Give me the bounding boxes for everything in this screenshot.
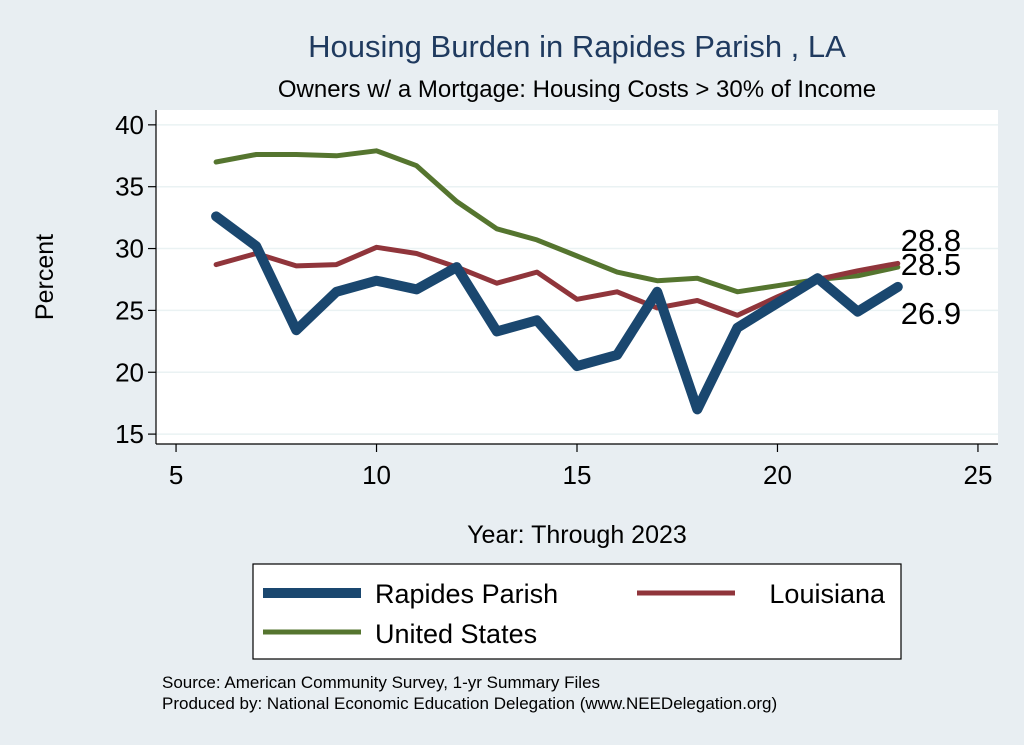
legend-label-united-states: United States	[375, 619, 537, 649]
series-line-rapides-parish	[211, 211, 903, 415]
x-tick-label-2: 15	[563, 460, 592, 490]
legend: Rapides Parish Louisiana United States	[252, 563, 902, 660]
y-tick-label-2: 25	[115, 295, 144, 325]
end-label-rapides-parish: 26.9	[901, 296, 961, 331]
legend-label-louisiana: Louisiana	[769, 579, 886, 609]
x-tick-label-3: 20	[763, 460, 792, 490]
x-axis-label: Year: Through 2023	[467, 521, 687, 549]
y-tick-label-4: 35	[115, 172, 144, 202]
end-label-united-states: 28.5	[901, 247, 961, 282]
y-tick-label-5: 40	[115, 110, 144, 140]
y-axis-label: Percent	[31, 234, 59, 320]
end-labels: 26.9 28.828.5	[901, 223, 961, 331]
producer-note: Produced by: National Economic Education…	[162, 694, 777, 713]
chart-title: Housing Burden in Rapides Parish , LA	[308, 29, 846, 64]
gridlines	[156, 124, 998, 435]
chart-subtitle: Owners w/ a Mortgage: Housing Costs > 30…	[278, 76, 876, 103]
end-label-louisiana: 28.8	[901, 223, 961, 258]
series-line-united-states	[213, 148, 901, 295]
y-tick-label-0: 15	[115, 419, 144, 449]
legend-box	[252, 563, 902, 660]
y-tick-label-3: 30	[115, 234, 144, 264]
plot-area	[156, 110, 998, 444]
source-note: Source: American Community Survey, 1-yr …	[162, 673, 600, 692]
legend-label-rapides-parish: Rapides Parish	[375, 579, 558, 609]
axes: 15 20 25 30 35 40 5 10 15 20 25	[115, 110, 998, 490]
y-tick-label-1: 20	[115, 357, 144, 387]
x-tick-label-4: 25	[963, 460, 992, 490]
x-tick-label-1: 10	[362, 460, 391, 490]
x-tick-label-0: 5	[169, 460, 183, 490]
series-lines	[211, 148, 903, 415]
